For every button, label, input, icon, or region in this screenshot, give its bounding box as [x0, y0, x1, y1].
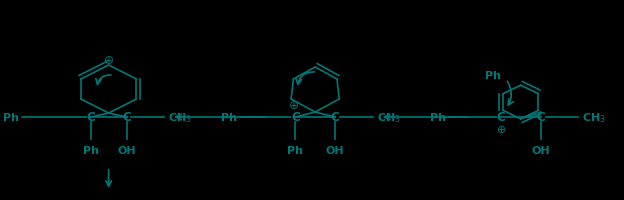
- Text: $\oplus$: $\oplus$: [495, 124, 506, 135]
- Text: CH$_3$: CH$_3$: [582, 111, 606, 124]
- Text: CH$_3$: CH$_3$: [168, 111, 192, 124]
- Text: $\oplus$: $\oplus$: [103, 53, 114, 66]
- Text: OH: OH: [117, 145, 136, 155]
- Text: C: C: [536, 111, 545, 124]
- Text: Ph: Ph: [83, 145, 99, 155]
- Text: C: C: [331, 111, 339, 124]
- Text: C: C: [86, 111, 95, 124]
- Text: CH$_3$: CH$_3$: [377, 111, 401, 124]
- Text: Ph: Ph: [221, 112, 236, 122]
- Text: Ph: Ph: [3, 112, 19, 122]
- Text: OH: OH: [531, 145, 550, 155]
- Text: Ph: Ph: [431, 112, 446, 122]
- Text: Ph: Ph: [485, 71, 501, 81]
- Text: $\oplus$: $\oplus$: [288, 99, 299, 112]
- Text: C: C: [291, 111, 300, 124]
- Text: Ph: Ph: [287, 145, 303, 155]
- Text: OH: OH: [326, 145, 344, 155]
- Text: C: C: [122, 111, 131, 124]
- Text: C: C: [497, 111, 505, 124]
